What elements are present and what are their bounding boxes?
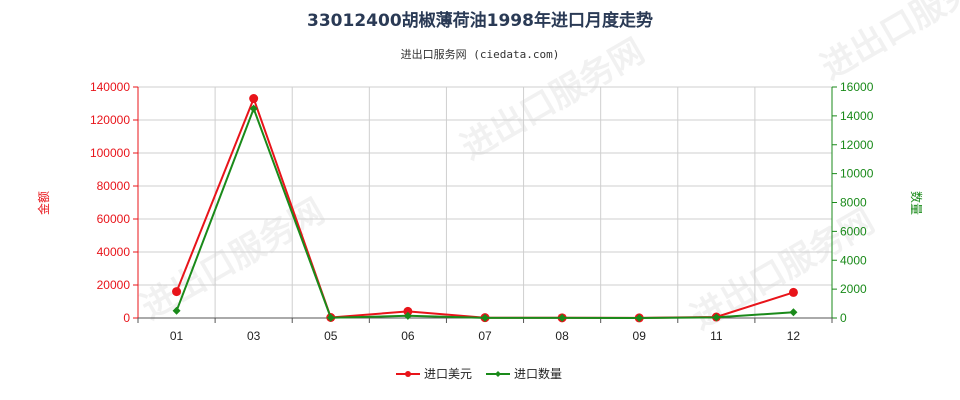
series-2-point xyxy=(635,313,644,322)
left-tick-label: 0 xyxy=(123,311,130,325)
series-1-point xyxy=(172,287,182,297)
left-tick-label: 20000 xyxy=(97,278,131,292)
series-2-point xyxy=(712,313,721,322)
right-tick-label: 4000 xyxy=(840,253,867,267)
legend-label-1: 进口美元 xyxy=(424,367,472,381)
right-tick-label: 16000 xyxy=(840,80,874,94)
x-tick-label: 08 xyxy=(555,329,569,343)
chart-title: 33012400胡椒薄荷油1998年进口月度走势 xyxy=(307,10,653,31)
series-2-point xyxy=(558,313,567,322)
series-2-point xyxy=(249,104,258,113)
legend-label-2: 进口数量 xyxy=(514,366,562,381)
right-tick-label: 8000 xyxy=(840,196,867,210)
series-1-point xyxy=(788,287,798,297)
x-axis-ticks: 01 03 05 06 07 08 09 11 12 xyxy=(137,318,833,343)
right-tick-label: 2000 xyxy=(840,282,867,296)
left-axis-ticks: 0 20000 40000 60000 80000 100000 120000 140000 xyxy=(90,80,138,325)
right-tick-label: 0 xyxy=(840,311,847,325)
right-axis-ticks: 0 2000 4000 6000 8000 10000 12000 14000 16000 xyxy=(832,80,874,325)
legend-marker-2 xyxy=(495,371,501,377)
x-tick-label: 12 xyxy=(787,329,801,343)
right-axis-label: 数量 xyxy=(909,191,924,215)
series-1-point xyxy=(249,94,259,104)
legend: 进口美元 进口数量 xyxy=(396,366,562,381)
x-tick-label: 06 xyxy=(401,329,415,343)
series-2-point xyxy=(789,308,798,317)
right-tick-label: 12000 xyxy=(840,138,874,152)
left-tick-label: 100000 xyxy=(90,146,130,160)
legend-marker-1 xyxy=(405,371,411,377)
watermark-text: 进出口服务网 xyxy=(135,191,332,328)
right-tick-label: 14000 xyxy=(840,109,874,123)
series-2-point xyxy=(481,313,489,322)
series-2-point xyxy=(326,313,335,322)
series-1-point xyxy=(403,306,413,316)
chart-subtitle: 进出口服务网 (ciedata.com) xyxy=(401,47,560,61)
series-layer xyxy=(172,94,798,323)
left-tick-label: 120000 xyxy=(90,113,130,127)
x-tick-label: 05 xyxy=(324,329,338,343)
series-2-point xyxy=(172,306,181,315)
x-tick-label: 11 xyxy=(710,329,723,343)
left-tick-label: 40000 xyxy=(97,245,131,259)
left-tick-label: 60000 xyxy=(97,212,131,226)
left-tick-label: 140000 xyxy=(90,80,130,94)
right-tick-label: 6000 xyxy=(840,224,867,238)
watermark-text: 进出口服务网 xyxy=(815,0,960,88)
x-tick-label: 01 xyxy=(170,329,184,343)
left-axis-label: 金额 xyxy=(36,191,51,215)
series-2-point xyxy=(403,311,412,320)
x-tick-label: 07 xyxy=(478,329,492,343)
left-tick-label: 80000 xyxy=(97,179,131,193)
x-tick-label: 09 xyxy=(633,329,647,343)
right-tick-label: 10000 xyxy=(840,167,874,181)
x-tick-label: 03 xyxy=(247,329,261,343)
